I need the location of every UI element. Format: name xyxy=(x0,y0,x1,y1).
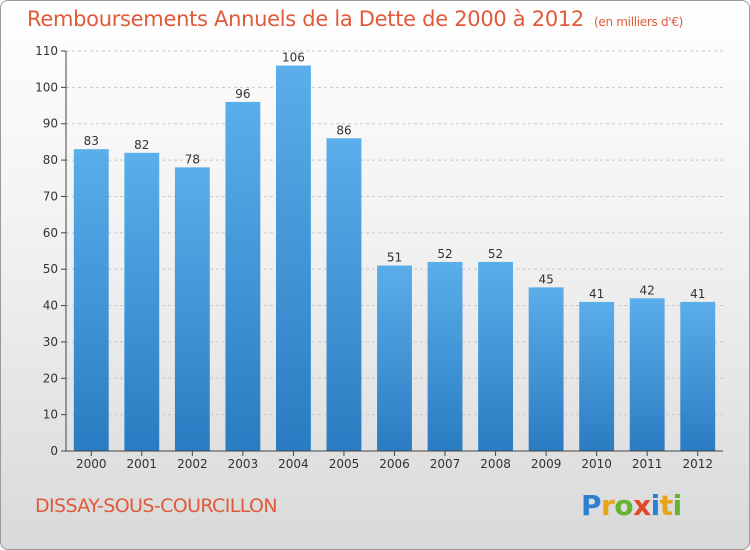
y-tick-label: 110 xyxy=(35,44,58,58)
x-tick-label: 2007 xyxy=(430,457,461,471)
y-tick-label: 10 xyxy=(43,408,58,422)
x-tick-label: 2005 xyxy=(329,457,360,471)
bar-value-label: 52 xyxy=(488,247,503,261)
bar xyxy=(73,149,109,451)
bar xyxy=(225,101,261,451)
x-tick-label: 2001 xyxy=(127,457,158,471)
chart-title: Remboursements Annuels de la Dette de 20… xyxy=(27,7,683,31)
bar xyxy=(629,298,665,451)
chart-unit: (en milliers d'€) xyxy=(594,15,684,29)
bar xyxy=(478,261,514,451)
x-tick-label: 2012 xyxy=(682,457,713,471)
y-tick-label: 0 xyxy=(50,444,58,458)
bar xyxy=(579,301,615,451)
bar-value-label: 106 xyxy=(282,51,305,65)
x-tick-label: 2000 xyxy=(76,457,107,471)
bar-value-label: 96 xyxy=(235,87,250,101)
chart-title-text: Remboursements Annuels de la Dette de 20… xyxy=(27,7,584,31)
x-tick-label: 2004 xyxy=(278,457,309,471)
y-tick-label: 80 xyxy=(43,153,58,167)
bar xyxy=(427,261,463,451)
bar-value-label: 82 xyxy=(134,138,149,152)
logo-letter: t xyxy=(659,489,673,522)
bar-value-label: 86 xyxy=(336,123,351,137)
logo-letter: x xyxy=(633,489,651,522)
y-tick-label: 40 xyxy=(43,299,58,313)
y-tick-label: 30 xyxy=(43,335,58,349)
bars: 83 82 78 96 106 86 51 52 52 45 41 42 41 xyxy=(73,51,716,452)
logo-letter: o xyxy=(614,489,634,522)
commune-name: DISSAY-SOUS-COURCILLON xyxy=(35,495,278,517)
logo-letter: r xyxy=(601,489,615,522)
bar-value-label: 83 xyxy=(84,134,99,148)
bar xyxy=(680,301,716,451)
bar xyxy=(528,287,564,451)
axes: 0 10 20 30 40 50 60 70 80 90 100 110 2000 2001 2002 200… xyxy=(35,44,723,471)
bar xyxy=(377,265,412,451)
y-tick-label: 20 xyxy=(43,371,58,385)
logo-letter: i xyxy=(672,489,683,522)
x-tick-label: 2006 xyxy=(379,457,410,471)
x-tick-label: 2009 xyxy=(531,457,562,471)
logo-letter: P xyxy=(581,489,602,522)
y-tick-label: 60 xyxy=(43,226,58,240)
bar-value-label: 45 xyxy=(538,272,553,286)
bar xyxy=(124,152,160,451)
x-tick-label: 2002 xyxy=(177,457,208,471)
y-tick-label: 100 xyxy=(35,80,58,94)
x-tick-label: 2008 xyxy=(480,457,511,471)
bar xyxy=(174,167,210,451)
x-tick-label: 2010 xyxy=(581,457,612,471)
bar-value-label: 41 xyxy=(690,287,705,301)
x-tick-label: 2011 xyxy=(632,457,663,471)
x-tick-label: 2003 xyxy=(228,457,259,471)
proxiti-logo: Proxiti xyxy=(581,489,682,522)
y-tick-label: 70 xyxy=(43,189,58,203)
bar-value-label: 42 xyxy=(640,283,655,297)
bar-value-label: 51 xyxy=(387,251,402,265)
bar-value-label: 41 xyxy=(589,287,604,301)
bar xyxy=(326,138,362,452)
y-tick-label: 50 xyxy=(43,262,58,276)
y-tick-label: 90 xyxy=(43,117,58,131)
bar xyxy=(275,65,311,451)
bar-value-label: 78 xyxy=(185,152,200,166)
logo-letter: i xyxy=(650,489,661,522)
bar-value-label: 52 xyxy=(437,247,452,261)
